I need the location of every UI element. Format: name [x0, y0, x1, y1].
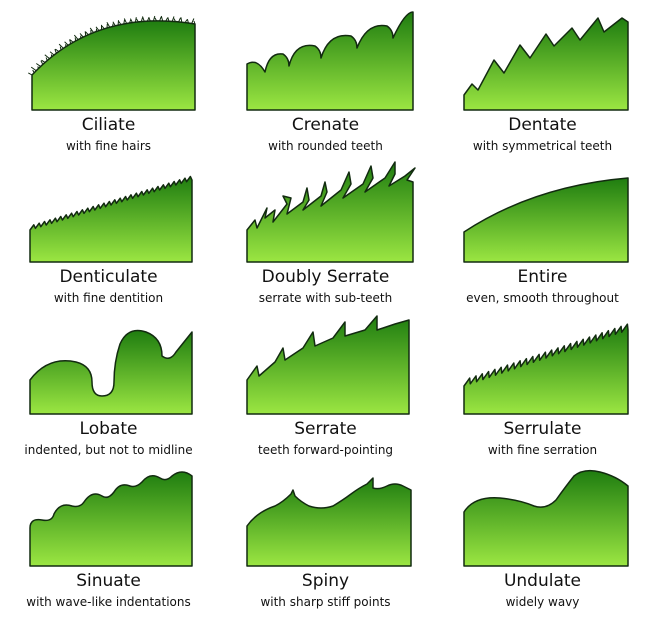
margin-description: with sharp stiff points	[260, 595, 391, 609]
margin-title: Denticulate	[59, 267, 158, 287]
margin-description: with rounded teeth	[268, 139, 383, 153]
margin-title: Crenate	[291, 115, 360, 135]
spiny-margin-icon	[246, 477, 412, 567]
margin-description: teeth forward-pointing	[257, 443, 394, 457]
margin-title: Dentate	[508, 115, 577, 135]
doubly-serrate-margin-icon	[246, 161, 416, 263]
margin-title: Sinuate	[76, 571, 141, 591]
ciliate-margin-icon	[28, 15, 196, 111]
serrate-margin-icon	[246, 315, 410, 415]
margin-cell-lobate: Lobate indented, but not to midline	[0, 304, 217, 457]
dentate-margin-icon	[463, 17, 629, 111]
margin-description: widely wavy	[505, 595, 580, 609]
margin-description: with fine serration	[487, 443, 598, 457]
margin-description: even, smooth throughout	[466, 291, 619, 305]
margin-cell-ciliate: Ciliate with fine hairs	[0, 0, 217, 153]
margin-title: Ciliate	[81, 115, 136, 135]
margin-description: serrate with sub-teeth	[258, 291, 393, 305]
margin-cell-sinuate: Sinuate with wave-like indentations	[0, 456, 217, 609]
margin-cell-doubly-serrate: Doubly Serrate serrate with sub-teeth	[217, 152, 434, 305]
margin-description: with fine dentition	[53, 291, 164, 305]
margin-title: Lobate	[79, 419, 138, 439]
margin-cell-denticulate: Denticulate with fine dentition	[0, 152, 217, 305]
entire-margin-icon	[463, 177, 629, 263]
margin-title: Serrate	[294, 419, 357, 439]
margin-title: Entire	[517, 267, 568, 287]
margin-cell-crenate: Crenate with rounded teeth	[217, 0, 434, 153]
margin-cell-serrulate: Serrulate with fine serration	[434, 304, 651, 457]
margin-cell-undulate: Undulate widely wavy	[434, 456, 651, 609]
margin-title: Serrulate	[503, 419, 582, 439]
margin-description: with fine hairs	[65, 139, 152, 153]
margin-description: with wave-like indentations	[26, 595, 191, 609]
margin-cell-entire: Entire even, smooth throughout	[434, 152, 651, 305]
denticulate-margin-icon	[29, 175, 193, 263]
lobate-margin-icon	[29, 329, 193, 415]
margin-title: Doubly Serrate	[261, 267, 390, 287]
margin-cell-spiny: Spiny with sharp stiff points	[217, 456, 434, 609]
serrulate-margin-icon	[463, 323, 629, 415]
margin-description: indented, but not to midline	[24, 443, 193, 457]
crenate-margin-icon	[246, 11, 414, 111]
undulate-margin-icon	[463, 469, 629, 567]
margin-description: with symmetrical teeth	[472, 139, 613, 153]
sinuate-margin-icon	[29, 471, 193, 567]
margin-title: Spiny	[301, 571, 350, 591]
margin-cell-serrate: Serrate teeth forward-pointing	[217, 304, 434, 457]
margin-title: Undulate	[503, 571, 582, 591]
margin-cell-dentate: Dentate with symmetrical teeth	[434, 0, 651, 153]
